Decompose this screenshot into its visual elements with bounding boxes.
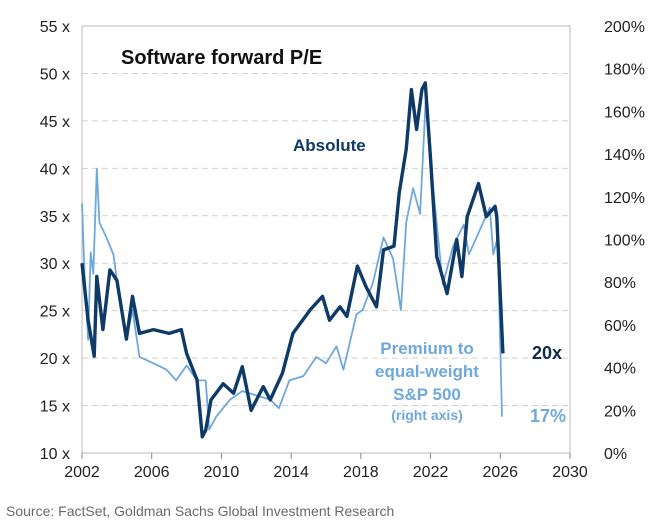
y-left-tick-label: 25 x bbox=[40, 304, 70, 321]
x-tick-label: 2006 bbox=[134, 464, 170, 481]
premium-label-line2: equal-weight bbox=[375, 362, 479, 381]
pe-chart: 10 x 15 x 20 x 25 x 30 x 35 x 40 x 45 x 50 x 55 x… bbox=[40, 19, 645, 481]
y-right-tick-label: 120% bbox=[604, 190, 645, 207]
y-right-tick-label: 160% bbox=[604, 104, 645, 121]
premium-end-label: 17% bbox=[530, 406, 566, 426]
y-left-tick-label: 15 x bbox=[40, 399, 70, 416]
y-right-tick-label: 20% bbox=[604, 403, 636, 420]
y-left-tick-label: 10 x bbox=[40, 446, 70, 463]
x-tick-label: 2030 bbox=[552, 464, 588, 481]
y-left-tick-label: 55 x bbox=[40, 19, 70, 36]
x-tick-label: 2026 bbox=[482, 464, 518, 481]
x-tick-label: 2010 bbox=[204, 464, 240, 481]
y-left-tick-label: 35 x bbox=[40, 209, 70, 226]
y-left-tick-label: 20 x bbox=[40, 351, 70, 368]
premium-label-line1: Premium to bbox=[380, 339, 474, 358]
y-left-tick-label: 40 x bbox=[40, 161, 70, 178]
source-note: Source: FactSet, Goldman Sachs Global In… bbox=[6, 503, 395, 519]
x-tick-label: 2018 bbox=[343, 464, 379, 481]
y-right-tick-label: 0% bbox=[604, 446, 627, 463]
x-tick-label: 2014 bbox=[273, 464, 309, 481]
y-right-tick-label: 200% bbox=[604, 19, 645, 36]
y-right-tick-label: 40% bbox=[604, 361, 636, 378]
absolute-series-line bbox=[80, 81, 505, 439]
y-right-tick-label: 140% bbox=[604, 147, 645, 164]
y-right-tick-label: 100% bbox=[604, 233, 645, 250]
x-tick-label: 2022 bbox=[413, 464, 449, 481]
y-left-tick-label: 50 x bbox=[40, 66, 70, 83]
y-left-tick-label: 30 x bbox=[40, 256, 70, 273]
y-left-tick-label: 45 x bbox=[40, 114, 70, 131]
y-right-tick-label: 80% bbox=[604, 275, 636, 292]
x-tick-label: 2002 bbox=[64, 464, 100, 481]
premium-label-line4: (right axis) bbox=[391, 407, 463, 423]
absolute-label: Absolute bbox=[293, 136, 366, 155]
chart-title: Software forward P/E bbox=[121, 47, 322, 69]
premium-label-line3: S&P 500 bbox=[393, 385, 461, 404]
y-right-tick-label: 180% bbox=[604, 62, 645, 79]
absolute-end-label: 20x bbox=[532, 343, 562, 363]
y-right-tick-label: 60% bbox=[604, 318, 636, 335]
plot-frame bbox=[81, 25, 571, 454]
